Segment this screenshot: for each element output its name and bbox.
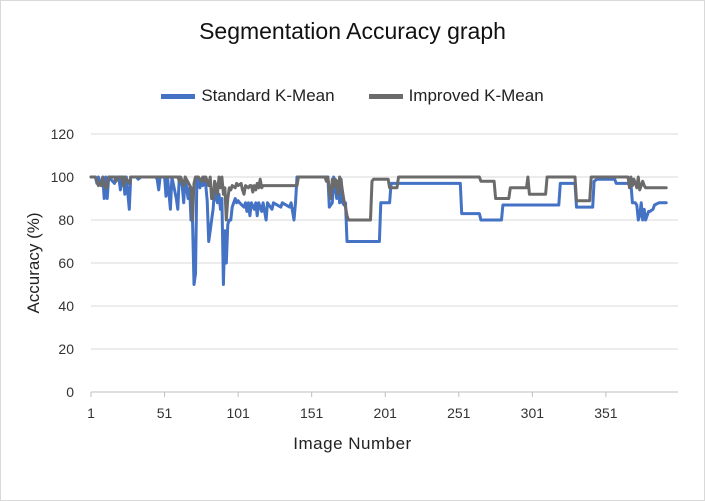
legend-swatch-improved	[368, 93, 403, 99]
legend-item-standard: Standard K-Mean	[161, 86, 335, 106]
x-tick-label: 351	[594, 405, 618, 421]
legend-swatch-standard	[161, 93, 196, 99]
series-line-standard	[89, 175, 668, 286]
legend-item-improved: Improved K-Mean	[368, 86, 544, 106]
legend-label-improved: Improved K-Mean	[408, 86, 544, 105]
x-tick-label: 151	[300, 405, 324, 421]
legend-label-standard: Standard K-Mean	[201, 86, 335, 105]
chart-title: Segmentation Accuracy graph	[199, 18, 506, 44]
y-tick-label: 0	[66, 384, 74, 400]
legend: Standard K-Mean Improved K-Mean	[0, 86, 705, 106]
x-tick-label: 101	[226, 405, 250, 421]
x-tick-label: 301	[521, 405, 545, 421]
y-tick-label: 60	[58, 255, 74, 271]
y-tick-label: 20	[58, 341, 74, 357]
y-tick-label: 40	[58, 298, 74, 314]
x-tick-label: 51	[157, 405, 173, 421]
y-tick-label: 80	[58, 212, 74, 228]
y-tick-label: 120	[51, 126, 75, 142]
series-line-improved	[89, 175, 668, 222]
x-tick-label: 1	[87, 405, 95, 421]
x-tick-label: 201	[374, 405, 398, 421]
x-tick-label: 251	[447, 405, 471, 421]
y-tick-label: 100	[51, 169, 75, 185]
x-axis-title: Image Number	[293, 434, 412, 453]
